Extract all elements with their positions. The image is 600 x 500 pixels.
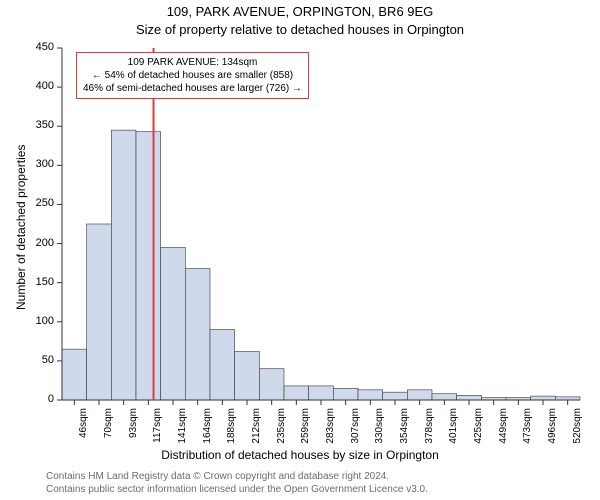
chart-container: 109, PARK AVENUE, ORPINGTON, BR6 9EG Siz… xyxy=(0,0,600,500)
y-tick-label: 0 xyxy=(24,393,54,405)
y-tick-label: 50 xyxy=(24,354,54,366)
x-axis-label: Distribution of detached houses by size … xyxy=(0,448,600,462)
y-tick-label: 450 xyxy=(24,41,54,53)
annotation-line2: ← 54% of detached houses are smaller (85… xyxy=(83,69,302,82)
annotation-line3: 46% of semi-detached houses are larger (… xyxy=(83,82,302,95)
y-tick-label: 200 xyxy=(24,237,54,249)
y-tick-label: 300 xyxy=(24,158,54,170)
y-tick-label: 150 xyxy=(24,276,54,288)
annotation-box: 109 PARK AVENUE: 134sqm ← 54% of detache… xyxy=(76,52,309,99)
y-tick-label: 250 xyxy=(24,197,54,209)
annotation-line1: 109 PARK AVENUE: 134sqm xyxy=(83,56,302,69)
footer-attribution: Contains HM Land Registry data © Crown c… xyxy=(46,470,428,496)
y-tick-label: 400 xyxy=(24,80,54,92)
y-tick-label: 100 xyxy=(24,315,54,327)
y-tick-label: 350 xyxy=(24,119,54,131)
footer-line1: Contains HM Land Registry data © Crown c… xyxy=(46,470,428,483)
footer-line2: Contains public sector information licen… xyxy=(46,483,428,496)
